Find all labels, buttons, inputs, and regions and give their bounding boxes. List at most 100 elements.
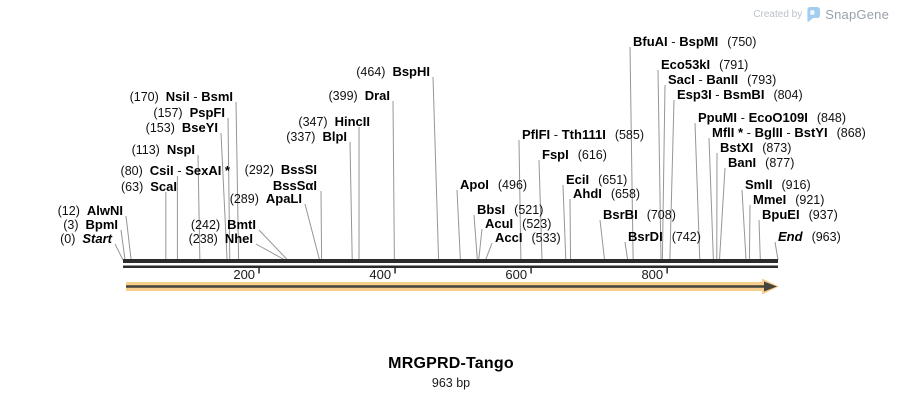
- leader-line: [748, 204, 751, 261]
- site-position: (658): [610, 187, 641, 201]
- site-position: (464): [356, 65, 386, 79]
- enzyme-name: Start: [82, 231, 112, 246]
- leader-line: [304, 203, 321, 261]
- ruler-tick: [666, 265, 668, 274]
- feature-arrow-core-head: [764, 281, 777, 292]
- site-position: (793): [747, 73, 777, 87]
- enzyme-site-label: (347) HincII: [298, 114, 370, 130]
- construct-length: 963 bp: [431, 376, 471, 390]
- site-position: (868): [836, 126, 866, 140]
- site-position: (3): [63, 218, 79, 232]
- enzyme-name: BstYI: [794, 125, 828, 140]
- enzyme-name: HincII: [334, 114, 370, 129]
- enzyme-name: NheI: [224, 231, 253, 246]
- enzyme-name: BmtI: [227, 217, 256, 232]
- enzyme-site-label: BstXI (873): [720, 140, 791, 156]
- enzyme-name-separator: -: [737, 110, 749, 125]
- enzyme-name: BanII: [706, 72, 739, 87]
- enzyme-name: BbsI: [477, 202, 506, 217]
- site-position: (242): [190, 218, 221, 232]
- enzyme-site-label: (63) ScaI: [121, 179, 177, 195]
- enzyme-name: BsrBI: [603, 207, 638, 222]
- construct-name: MRGPRD-Tango: [388, 355, 514, 372]
- site-position: (877): [765, 156, 795, 170]
- site-position: (496): [497, 178, 528, 192]
- enzyme-site-label: SmlI (916): [745, 177, 811, 193]
- site-position: (12): [57, 204, 80, 218]
- enzyme-site-label: BbsI (521): [477, 202, 543, 218]
- enzyme-site-label: (157) PspFI: [153, 105, 225, 121]
- enzyme-name-separator: -: [711, 87, 724, 102]
- leader-line: [569, 198, 572, 261]
- enzyme-name: EcoO109I: [748, 110, 808, 125]
- enzyme-site-label: ApoI (496): [460, 177, 527, 193]
- site-position: (399): [328, 89, 358, 103]
- site-position: (937): [808, 208, 838, 222]
- enzyme-site-label: (399) DraI: [329, 88, 390, 104]
- enzyme-name: FspI: [542, 147, 569, 162]
- leader-line: [538, 159, 543, 261]
- enzyme-site-label: (0) Start: [60, 231, 112, 247]
- enzyme-site-label: (238) NheI: [189, 231, 253, 247]
- enzyme-name: PspFI: [189, 105, 225, 120]
- leader-line: [120, 229, 126, 261]
- enzyme-site-label: PflFI - Tth111I (585): [522, 127, 644, 143]
- site-position: (848): [816, 111, 847, 125]
- site-position: (523): [522, 217, 552, 231]
- enzyme-name-separator: -: [173, 163, 186, 178]
- site-position: (651): [598, 173, 628, 187]
- enzyme-name: BssSI: [280, 162, 317, 177]
- enzyme-name: BsmBI: [723, 87, 765, 102]
- site-position: (708): [646, 208, 676, 222]
- enzyme-site-label: SacI - BanII (793): [668, 72, 776, 88]
- leader-line: [197, 154, 201, 261]
- enzyme-name: PflFI: [522, 127, 551, 142]
- leader-line: [432, 76, 440, 261]
- enzyme-site-label: (170) NsiI - BsmI: [130, 89, 233, 105]
- enzyme-site-label: (113) NspI: [132, 142, 195, 158]
- site-position: (804): [773, 88, 803, 102]
- site-position: (742): [671, 230, 701, 244]
- enzyme-name: BstXI: [720, 140, 754, 155]
- leader-line: [456, 189, 461, 261]
- enzyme-name: SexAI *: [185, 163, 230, 178]
- enzyme-name-separator: -: [550, 127, 562, 142]
- enzyme-name-separator: -: [782, 125, 795, 140]
- ruler-tick-label: 400: [369, 267, 392, 282]
- leader-line: [708, 137, 714, 261]
- enzyme-site-label: BpuEI (937): [762, 207, 838, 223]
- leader-line: [125, 215, 132, 261]
- enzyme-site-label: BsrDI (742): [628, 229, 701, 245]
- enzyme-name: BspMI: [679, 34, 719, 49]
- enzyme-site-label: FspI (616): [542, 147, 607, 163]
- enzyme-name: BsmI: [201, 89, 233, 104]
- site-position: (0): [60, 232, 76, 246]
- sequence-bar-top: [123, 259, 778, 263]
- leader-line: [473, 214, 478, 261]
- enzyme-site-label: BanI (877): [728, 155, 794, 171]
- enzyme-site-label: MflI * - BglII - BstYI (868): [712, 125, 866, 141]
- site-position: (170): [129, 90, 159, 104]
- leader-line: [235, 101, 240, 261]
- enzyme-site-label: BsrBI (708): [603, 207, 676, 223]
- ruler-tick-label: 200: [233, 267, 256, 282]
- leader-line: [774, 241, 779, 261]
- leader-line: [669, 99, 675, 261]
- enzyme-name: ScaI: [150, 179, 177, 194]
- snapgene-logo-icon: [807, 7, 821, 22]
- site-position: (585): [614, 128, 644, 142]
- leader-line: [694, 122, 701, 261]
- enzyme-name: BlpI: [322, 129, 347, 144]
- leader-line: [661, 84, 666, 261]
- site-position: (337): [286, 130, 316, 144]
- enzyme-name: BpmI: [85, 217, 119, 232]
- leader-line: [227, 117, 231, 261]
- site-position: (157): [153, 106, 183, 120]
- enzyme-site-label: EciI (651): [566, 172, 627, 188]
- enzyme-name: BssSαI: [272, 178, 317, 193]
- enzyme-site-label: AccI (533): [495, 230, 561, 246]
- enzyme-name: DraI: [364, 88, 390, 103]
- snapgene-watermark: Created by SnapGene: [753, 7, 889, 22]
